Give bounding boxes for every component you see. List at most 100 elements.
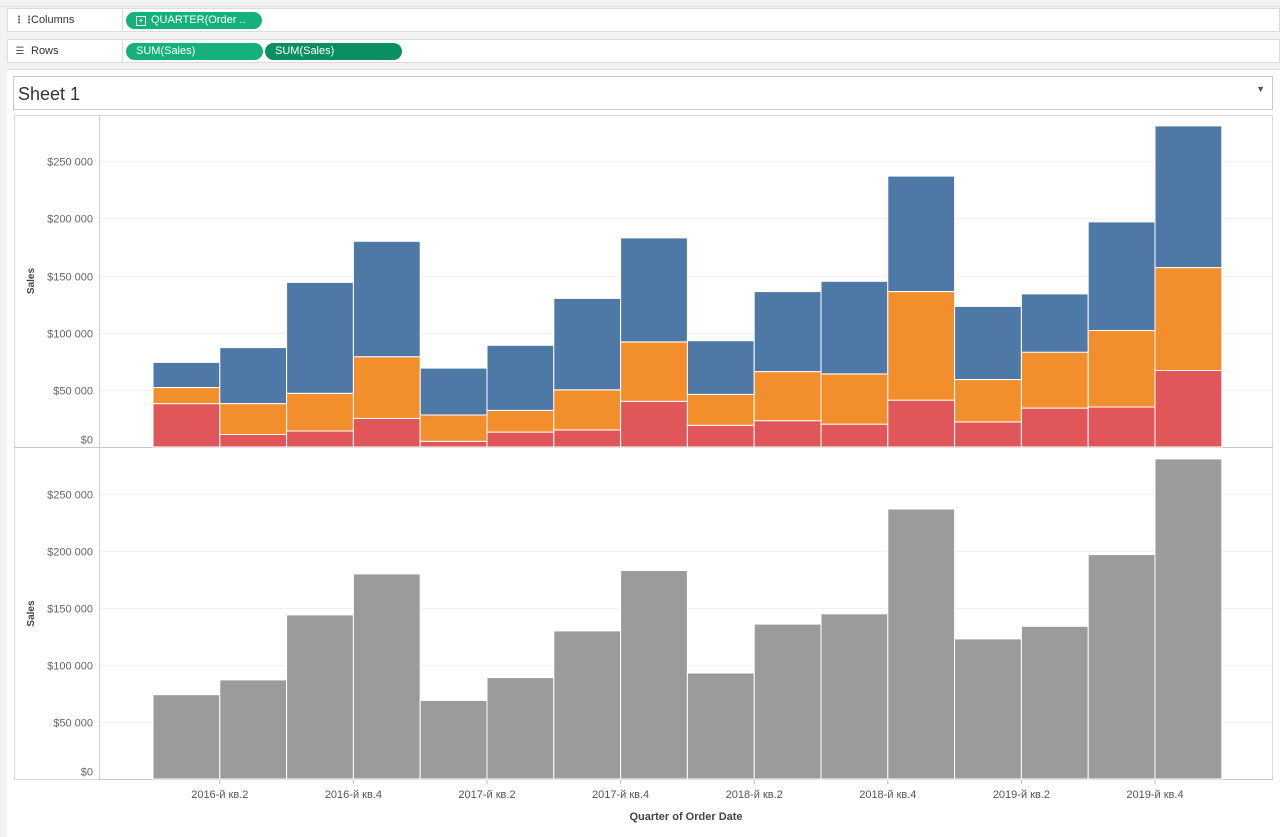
x-tick-label: 2016-й кв.4 [325, 789, 382, 801]
bar-2017-Q3-s1 [553, 389, 622, 431]
bar-2017-Q1-s0 [419, 440, 488, 448]
bar-2018-Q1-s0 [686, 424, 755, 448]
bar-2019-Q4-s1 [1154, 267, 1223, 372]
x-tick-label: 2016-й кв.2 [191, 789, 248, 801]
bar-2017-Q2-s0 [486, 431, 555, 448]
bar-2018-Q1-s1 [686, 393, 755, 426]
bar-2018-Q4-s1 [887, 291, 956, 401]
x-tick-label: 2019-й кв.4 [1126, 789, 1183, 801]
y-axis-title: Sales [26, 267, 37, 294]
bar-2019-Q2-s0 [1020, 407, 1089, 448]
bar-2017-Q1-s0 [419, 699, 488, 780]
bar-2018-Q2-s0 [753, 420, 822, 448]
y-tick-label: $100 000 [47, 661, 93, 673]
bar-2016-Q2-s2 [219, 347, 288, 405]
bar-2017-Q1-s2 [419, 367, 488, 416]
bar-2018-Q4-s0 [887, 399, 956, 448]
y-tick-label: $0 [81, 767, 93, 779]
bar-2017-Q4-s0 [620, 400, 688, 448]
bar-2016-Q3-s2 [286, 281, 354, 394]
bar-2016-Q3-s0 [286, 430, 354, 448]
bar-2019-Q1-s2 [954, 305, 1022, 380]
y-tick-label: $200 000 [47, 214, 93, 226]
bar-2017-Q3-s0 [553, 630, 622, 780]
sum-sales-pill-1-label: SUM(Sales) [136, 45, 196, 57]
bar-2016-Q3-s0 [286, 614, 354, 780]
bar-2016-Q1-s0 [152, 403, 221, 448]
sum-sales-pill-2[interactable]: SUM(Sales) [265, 43, 402, 60]
quarter-pill-label: QUARTER(Order .. [151, 14, 246, 26]
x-tick-label: 2018-й кв.4 [859, 789, 916, 801]
plus-box-icon[interactable]: + [136, 16, 146, 26]
bar-2018-Q3-s2 [820, 280, 889, 375]
bar-2017-Q2-s0 [486, 677, 555, 780]
toolbar-strip [0, 0, 1280, 7]
bar-2019-Q1-s0 [954, 638, 1022, 780]
bar-2017-Q3-s2 [553, 297, 622, 391]
x-tick-label: 2018-й кв.2 [726, 789, 783, 801]
bar-2016-Q2-s1 [219, 403, 288, 436]
bar-2018-Q3-s1 [820, 373, 889, 425]
bar-2016-Q1-s0 [152, 694, 221, 780]
y-tick-label: $150 000 [47, 604, 93, 616]
rows-label-text: Rows [31, 45, 59, 57]
bar-2018-Q4-s2 [887, 175, 956, 293]
bar-2019-Q3-s1 [1087, 329, 1156, 408]
bar-2016-Q4-s0 [352, 417, 421, 448]
bar-2016-Q4-s1 [352, 356, 421, 419]
bar-2019-Q2-s2 [1020, 293, 1089, 353]
bar-2019-Q3-s0 [1087, 406, 1156, 448]
columns-icon: ⋮⋮ [14, 15, 34, 26]
x-tick-label: 2017-й кв.2 [458, 789, 515, 801]
bar-2018-Q3-s0 [820, 613, 889, 780]
bar-2016-Q1-s2 [152, 361, 221, 388]
bar-2016-Q3-s1 [286, 392, 354, 432]
x-tick-label: 2017-й кв.4 [592, 789, 649, 801]
bar-2019-Q3-s0 [1087, 554, 1156, 780]
bar-2017-Q4-s0 [620, 570, 688, 780]
bar-2016-Q2-s0 [219, 679, 288, 780]
bar-2018-Q2-s1 [753, 371, 822, 422]
bar-2019-Q1-s0 [954, 421, 1022, 448]
x-axis-title: Quarter of Order Date [629, 811, 742, 823]
quarter-order-date-pill[interactable]: + QUARTER(Order .. [126, 12, 262, 29]
bar-2018-Q4-s0 [887, 508, 956, 780]
bar-2019-Q2-s0 [1020, 625, 1089, 780]
bar-2017-Q4-s2 [620, 237, 688, 343]
bar-2017-Q3-s0 [553, 429, 622, 448]
bar-2017-Q1-s1 [419, 414, 488, 442]
dropdown-arrow-icon[interactable]: ▼ [1256, 84, 1265, 94]
rows-shelf[interactable]: ☰ Rows SUM(Sales) SUM(Sales) [7, 39, 1280, 63]
bar-2019-Q2-s1 [1020, 351, 1089, 409]
bar-2016-Q4-s2 [352, 240, 421, 358]
bar-2019-Q4-s2 [1154, 125, 1223, 269]
sheet-title: Sheet 1 [18, 84, 81, 104]
bar-2019-Q3-s2 [1087, 221, 1156, 331]
bar-2018-Q2-s0 [753, 623, 822, 780]
bar-2017-Q2-s1 [486, 409, 555, 433]
bar-2018-Q1-s2 [686, 340, 755, 395]
y-tick-label: $250 000 [47, 157, 93, 169]
y-axis-title: Sales [26, 600, 37, 627]
bar-2016-Q4-s0 [352, 573, 421, 780]
y-tick-label: $50 000 [53, 386, 93, 398]
y-tick-label: $250 000 [47, 490, 93, 502]
bar-2016-Q1-s1 [152, 387, 221, 405]
rows-icon: ☰ [15, 46, 25, 57]
bar-2018-Q2-s2 [753, 291, 822, 373]
y-tick-label: $0 [81, 435, 93, 447]
columns-shelf[interactable]: ⋮⋮Columns + QUARTER(Order .. [7, 8, 1280, 32]
sheet-title-box[interactable]: Sheet 1 ▼ [13, 76, 1273, 110]
x-tick-label: 2019-й кв.2 [993, 789, 1050, 801]
bar-2016-Q2-s0 [219, 433, 288, 448]
bar-2018-Q1-s0 [686, 672, 755, 780]
y-tick-label: $100 000 [47, 329, 93, 341]
columns-label-text: Columns [31, 14, 75, 26]
rows-shelf-label: ☰ Rows [8, 40, 123, 62]
bar-2019-Q4-s0 [1154, 369, 1223, 448]
sum-sales-pill-1[interactable]: SUM(Sales) [126, 43, 263, 60]
bar-2017-Q2-s2 [486, 344, 555, 411]
columns-shelf-label: ⋮⋮Columns [8, 9, 123, 31]
bar-2019-Q1-s1 [954, 379, 1022, 423]
